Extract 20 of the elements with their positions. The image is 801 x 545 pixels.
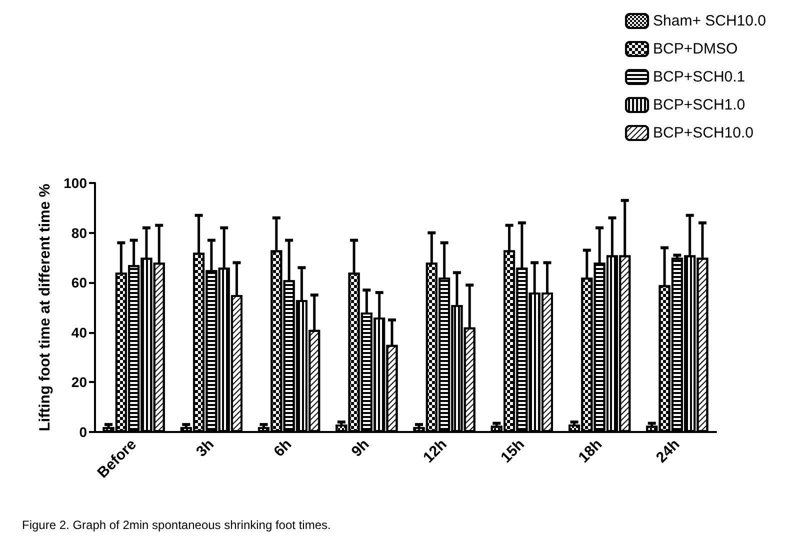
x-tick-label: 18h xyxy=(575,436,606,466)
x-tick-label: 24h xyxy=(652,436,684,466)
x-tick-label: 9h xyxy=(348,436,373,460)
y-tick-label: 60 xyxy=(71,274,88,291)
legend-label: Sham+ SCH10.0 xyxy=(653,12,766,30)
x-tick-label: 3h xyxy=(193,436,218,460)
caption: Figure 2. Graph of 2min spontaneous shrinking foot times. xyxy=(22,518,331,532)
x-tick-label: 6h xyxy=(270,436,296,460)
legend-label: BCP+SCH1.0 xyxy=(653,96,746,114)
legend-label: BCP+SCH0.1 xyxy=(653,68,746,86)
y-tick-label: 80 xyxy=(71,224,88,241)
y-tick-label: 20 xyxy=(71,374,88,390)
y-tick-label: 40 xyxy=(71,324,88,340)
x-tick-label: 12h xyxy=(420,436,450,466)
legend-label: BCP+DMSO xyxy=(653,40,738,58)
y-tick-label: 0 xyxy=(79,424,88,440)
y-tick-label: 100 xyxy=(64,175,88,191)
x-tick-label: 15h xyxy=(498,436,528,466)
legend-label: BCP+SCH10.0 xyxy=(653,124,754,142)
y-axis-title: Lifting foot time at different time % xyxy=(36,184,54,432)
